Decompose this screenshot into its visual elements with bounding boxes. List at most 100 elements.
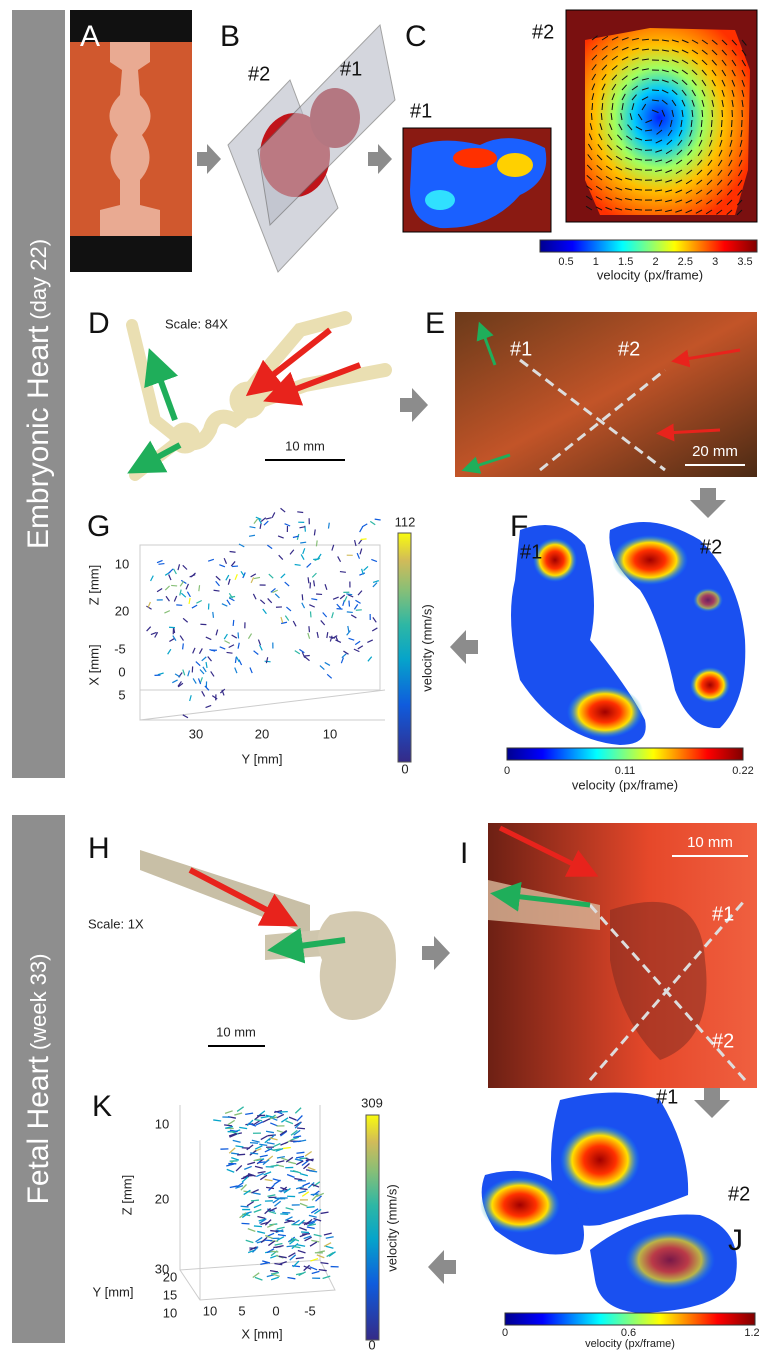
velocity-vector: [355, 600, 360, 603]
plane-label: #1: [510, 338, 532, 360]
velocity-vector: [346, 594, 352, 595]
velocity-vector: [300, 1189, 308, 1190]
view-label: #1: [520, 541, 542, 563]
velocity-vector: [258, 640, 260, 646]
velocity-vector: [258, 1172, 266, 1173]
velocity-vector: [297, 1128, 305, 1129]
velocity-vector: [307, 1207, 315, 1208]
velocity-vector: [206, 705, 212, 707]
velocity-vector: [251, 1200, 259, 1201]
velocity-vector: [341, 658, 343, 664]
velocity-vector: [164, 611, 169, 613]
velocity-vector: [277, 1227, 285, 1229]
velocity-vector: [298, 1191, 306, 1193]
colorbar-tick-label: 2.5: [678, 256, 693, 268]
panel-letter: F: [510, 510, 528, 543]
axis-label: X [mm]: [86, 644, 101, 685]
scale-bar-label: 10 mm: [687, 834, 733, 851]
velocity-vector: [337, 604, 341, 608]
velocity-vector: [235, 657, 236, 663]
velocity-vector: [300, 542, 306, 543]
velocity-vector: [198, 678, 200, 684]
velocity-vector: [373, 581, 379, 583]
velocity-vector: [241, 571, 244, 576]
flow-arrow: [690, 488, 726, 518]
colorbar-label: velocity (mm/s): [384, 1184, 399, 1271]
velocity-vector: [216, 581, 220, 586]
velocity-vector: [169, 569, 173, 573]
velocity-vector: [289, 1117, 296, 1120]
velocity-vector: [183, 618, 188, 622]
velocity-vector: [286, 607, 291, 611]
velocity-vector: [266, 1131, 274, 1132]
velocity-vector: [253, 1273, 259, 1278]
velocity-vector: [216, 630, 218, 636]
velocity-vector: [151, 576, 154, 581]
velocity-vector: [359, 573, 365, 575]
velocity-vector: [278, 1235, 286, 1236]
velocity-vector: [213, 1120, 221, 1121]
velocity-vector: [190, 695, 192, 701]
panel-c-images: [403, 10, 757, 232]
velocity-vector: [360, 549, 362, 555]
velocity-vector: [220, 647, 226, 649]
velocity-vector: [165, 586, 169, 590]
velocity-vector: [311, 1194, 319, 1195]
scale-bar-label: 10 mm: [285, 438, 325, 453]
velocity-vector: [169, 575, 171, 581]
velocity-vector: [285, 524, 291, 526]
velocity-vector: [192, 605, 197, 608]
velocity-vector: [232, 635, 237, 638]
velocity-vector: [183, 670, 185, 676]
figure: Embryonic Heart(day 22) Fetal Heart(week…: [0, 0, 759, 1351]
velocity-vector: [303, 1183, 310, 1186]
velocity-vector: [202, 691, 205, 696]
quiver-arrow: [635, 199, 642, 200]
axis-tick-label: 30: [189, 726, 203, 741]
panel-h-model: [140, 850, 396, 1020]
velocity-vector: [199, 648, 202, 653]
flow-arrow: [422, 936, 450, 970]
velocity-vector: [245, 1113, 253, 1114]
velocity-vector: [228, 1120, 235, 1124]
velocity-vector: [296, 1273, 304, 1275]
velocity-vector: [169, 638, 174, 641]
velocity-vector: [295, 651, 300, 654]
axis-label: Z [mm]: [119, 1175, 134, 1215]
velocity-vector: [241, 1185, 247, 1191]
quiver-arrow: [635, 209, 642, 210]
velocity-vector: [277, 1114, 284, 1118]
velocity-vector: [302, 594, 303, 600]
velocity-vector: [174, 569, 177, 574]
axis-tick-label: 20: [255, 726, 269, 741]
velocity-vector: [250, 1143, 258, 1144]
velocity-vector: [253, 1193, 261, 1195]
velocity-vector: [312, 573, 316, 577]
velocity-vector: [269, 574, 273, 578]
velocity-vector: [316, 540, 317, 546]
velocity-vector: [358, 591, 362, 596]
velocity-vector: [248, 634, 251, 639]
velocity-vector: [340, 595, 345, 599]
colorbar-label: velocity (mm/s): [419, 604, 434, 691]
velocity-vector: [361, 539, 367, 540]
quiver-arrow: [652, 90, 659, 91]
velocity-vector: [242, 1223, 250, 1224]
velocity-vector: [229, 645, 234, 648]
flow-arrow: [197, 144, 221, 174]
velocity-vector: [208, 559, 214, 561]
section-title-main: Embryonic Heart: [22, 325, 55, 549]
velocity-vector: [372, 628, 377, 631]
velocity-vector: [267, 1195, 275, 1197]
velocity-vector: [295, 1108, 301, 1114]
velocity-vector: [302, 1192, 309, 1197]
velocity-vector: [309, 605, 314, 607]
velocity-vector: [272, 512, 275, 517]
quiver-arrow: [711, 120, 712, 127]
velocity-vector: [327, 632, 328, 638]
quiver-arrow: [712, 110, 713, 117]
velocity-vector: [314, 580, 315, 586]
quiver-arrow: [702, 110, 703, 117]
velocity-vector: [333, 597, 339, 599]
velocity-vector: [303, 548, 305, 554]
